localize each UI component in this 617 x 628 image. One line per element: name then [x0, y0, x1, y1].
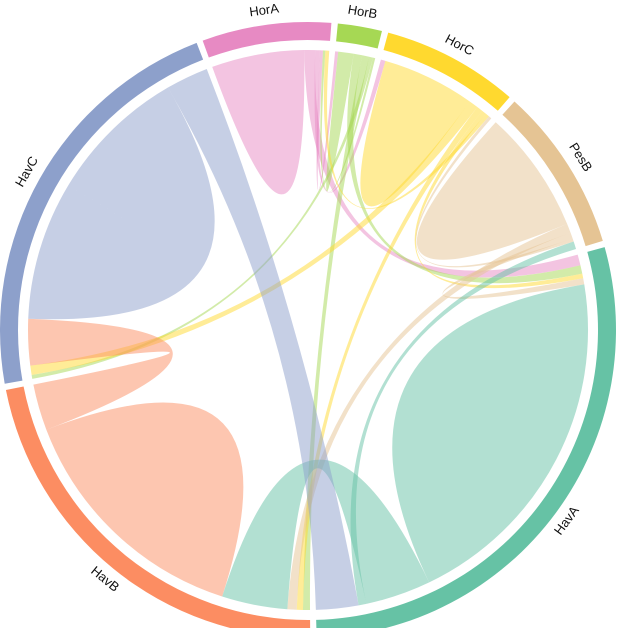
chord-ribbons: [27, 50, 589, 610]
chord-pesb-pesb: [416, 122, 568, 260]
segment-arcs: [0, 21, 616, 628]
segment-arc-horc: [383, 32, 510, 111]
chord-horb-havb: [302, 55, 370, 610]
chord-hava-havb: [222, 459, 430, 610]
segment-arc-pesb: [502, 101, 603, 247]
segment-arc-havb: [5, 386, 311, 628]
segment-label-horb: HorB: [347, 2, 379, 22]
chord-havc-havc: [28, 87, 215, 320]
chord-hora-hora: [212, 50, 305, 195]
chord-havb-havc: [27, 318, 173, 430]
segment-arc-havc: [0, 42, 204, 384]
segment-label-pesb: PesB: [566, 140, 595, 174]
segment-label-horc: HorC: [443, 31, 477, 58]
chord-hava-hava: [392, 284, 589, 583]
chord-horc-horc: [360, 60, 470, 207]
chord-pesb-hava: [442, 232, 585, 299]
chord-hora-horb: [316, 50, 339, 191]
segment-label-havc: HavC: [12, 154, 41, 190]
chord-horb-horb: [326, 51, 354, 192]
chord-pesb-havb: [287, 223, 571, 610]
segment-label-hora: HorA: [248, 0, 280, 19]
chord-horb-havc: [31, 56, 373, 379]
segment-arc-horb: [336, 23, 382, 49]
segment-arc-hora: [202, 21, 332, 58]
chord-havc-hava: [167, 68, 359, 610]
chord-havb-havb: [46, 402, 244, 597]
